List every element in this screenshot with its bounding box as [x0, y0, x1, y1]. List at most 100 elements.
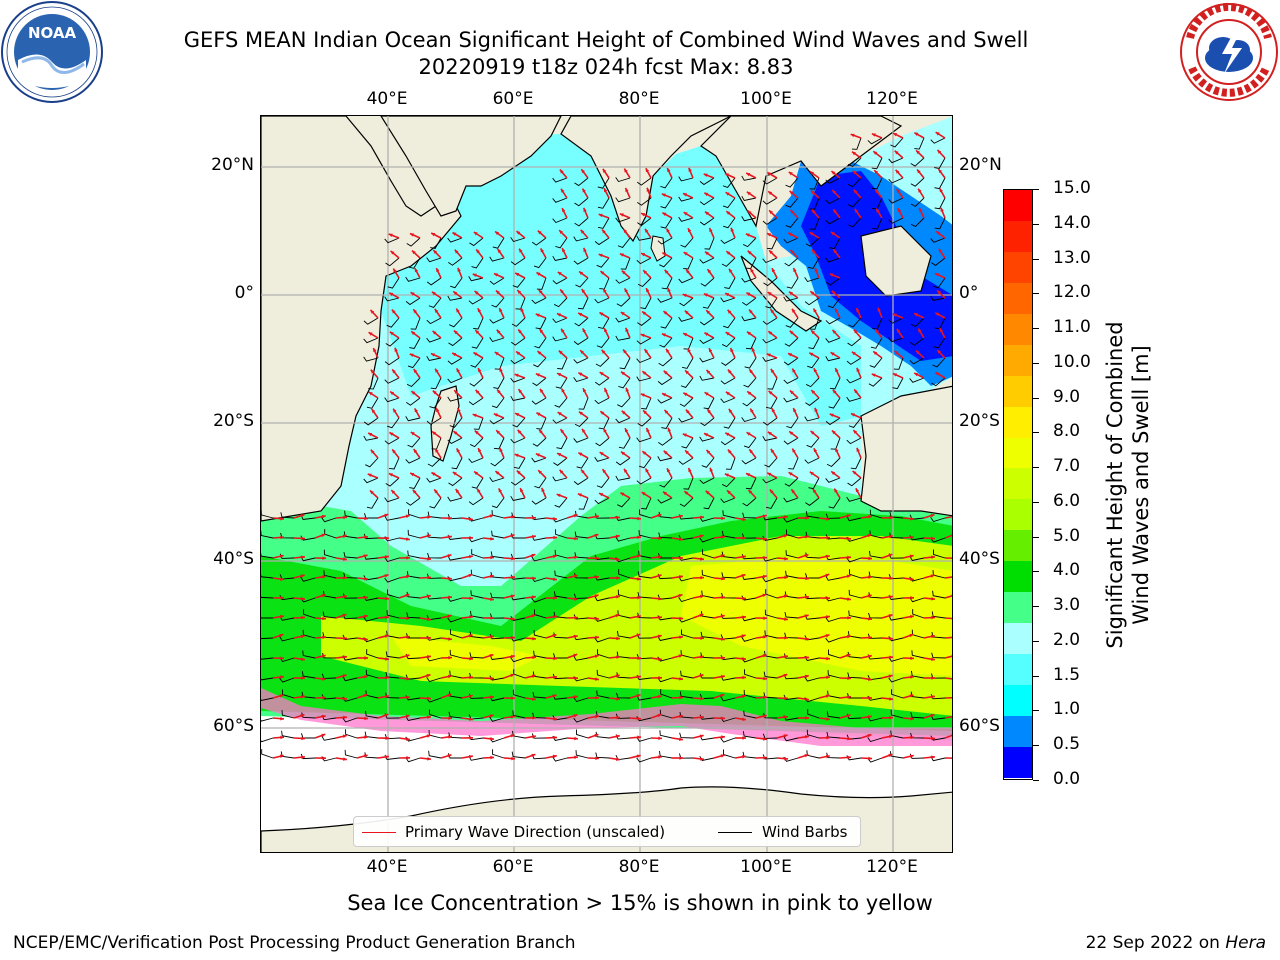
wave-direction-arrowhead	[578, 372, 583, 376]
wave-direction-arrowhead	[846, 653, 851, 658]
wave-direction-arrowhead	[321, 533, 326, 538]
wind-barb	[430, 377, 442, 390]
wave-direction-arrow	[944, 595, 952, 599]
colorbar-label: 13.0	[1053, 247, 1091, 268]
wave-direction-arrowhead	[867, 594, 872, 598]
colorbar-segment	[1004, 437, 1032, 469]
wind-barb	[617, 397, 631, 408]
wind-barb	[533, 650, 547, 659]
wave-direction-arrowhead	[434, 489, 438, 494]
wave-direction-arrowhead	[742, 536, 746, 540]
wave-direction-arrowhead	[805, 595, 809, 600]
wave-direction-arrowhead	[937, 149, 942, 154]
wave-direction-arrowhead	[852, 170, 857, 175]
wind-barb	[468, 397, 484, 406]
wind-barb	[762, 177, 778, 185]
wind-barb	[783, 397, 799, 403]
wind-barb	[888, 217, 904, 224]
wind-barb	[638, 530, 652, 539]
wave-direction-arrowhead	[427, 556, 431, 561]
wind-barb	[596, 257, 610, 268]
wave-direction-arrowhead	[771, 408, 776, 413]
wind-barb	[889, 751, 904, 759]
wave-direction-arrowhead	[489, 574, 494, 579]
wind-barb	[408, 509, 421, 519]
wave-direction-arrowhead	[720, 693, 725, 698]
wind-barb	[365, 669, 379, 679]
wave-direction-arrowhead	[895, 169, 900, 174]
wave-direction-arrowhead	[427, 756, 431, 761]
lon-tick-bottom: 40°E	[366, 857, 408, 877]
wave-direction-arrowhead	[469, 656, 473, 661]
india-land	[560, 116, 732, 243]
wind-barb	[723, 317, 736, 329]
wind-barb	[720, 497, 736, 504]
wind-barb	[449, 649, 463, 659]
wave-direction-arrowhead	[767, 431, 772, 436]
wind-barb	[575, 277, 589, 288]
wave-direction-arrowhead	[540, 388, 544, 393]
wave-direction-arrowhead	[910, 656, 914, 661]
wave-direction-arrowhead	[637, 675, 641, 679]
wind-barb	[762, 337, 778, 344]
wave-direction-arrowhead	[370, 449, 375, 454]
wave-direction-arrowhead	[280, 675, 284, 679]
wave-direction-arrowhead	[910, 596, 914, 600]
wave-direction-arrowhead	[784, 575, 788, 580]
wave-direction-arrowhead	[889, 655, 893, 660]
wave-direction-arrowhead	[678, 714, 683, 719]
wave-direction-arrowhead	[725, 391, 730, 396]
colorbar-segment	[1004, 592, 1032, 624]
wave-direction-arrowhead	[791, 489, 795, 494]
wind-barb	[783, 694, 799, 700]
wind-barb	[786, 417, 799, 429]
wind-barb	[847, 337, 862, 347]
wave-direction-arrowhead	[784, 654, 788, 659]
wave-direction-arrowhead	[706, 310, 711, 315]
wind-barb	[489, 277, 505, 285]
wave-direction-arrowhead	[369, 490, 374, 495]
wind-barb	[407, 550, 421, 559]
wave-direction-arrowhead	[767, 233, 772, 237]
wave-direction-arrowhead	[322, 756, 326, 760]
wind-barb	[322, 611, 337, 619]
wave-direction-arrowhead	[657, 713, 662, 718]
wind-barb	[575, 729, 589, 739]
wind-barb	[531, 457, 547, 463]
wind-barb	[447, 617, 463, 623]
wave-direction-arrowhead	[769, 250, 773, 255]
wind-barb	[744, 357, 757, 369]
wave-direction-arrowhead	[616, 696, 620, 701]
wind-barb	[469, 631, 484, 639]
wave-direction-arrowhead	[532, 734, 536, 739]
wind-barb	[657, 397, 673, 404]
wave-direction-arrowhead	[624, 168, 628, 173]
wind-barb	[762, 435, 778, 442]
wind-barb	[387, 277, 400, 289]
srilanka-land	[650, 235, 666, 262]
colorbar-label: 12.0	[1053, 282, 1091, 303]
wave-direction-arrowhead	[637, 577, 641, 581]
colorbar-label: 9.0	[1053, 386, 1081, 407]
wind-barb	[426, 355, 442, 362]
wind-barb	[510, 237, 526, 243]
wave-direction-arrowhead	[510, 654, 515, 659]
wind-barb	[510, 337, 526, 346]
wind-barb	[321, 517, 337, 523]
wave-direction-arrowhead	[699, 734, 704, 738]
wind-barb	[531, 237, 547, 246]
lon-tick-top: 120°E	[866, 89, 918, 109]
wind-barb	[406, 591, 421, 599]
wave-direction-arrowhead	[930, 634, 935, 639]
wind-barb	[619, 357, 631, 370]
wave-direction-arrowhead	[301, 615, 305, 620]
wave-direction-arrowhead	[855, 488, 860, 493]
wave-direction-arrowhead	[494, 352, 499, 356]
wind-barb	[384, 437, 400, 445]
sea-ice-note: Sea Ice Concentration > 15% is shown in …	[347, 891, 933, 915]
wave-direction-arrowhead	[518, 329, 522, 334]
wind-barb	[552, 417, 568, 424]
wave-direction-arrowhead	[343, 594, 347, 599]
wind-barb	[342, 634, 358, 640]
wind-barb	[723, 217, 736, 229]
